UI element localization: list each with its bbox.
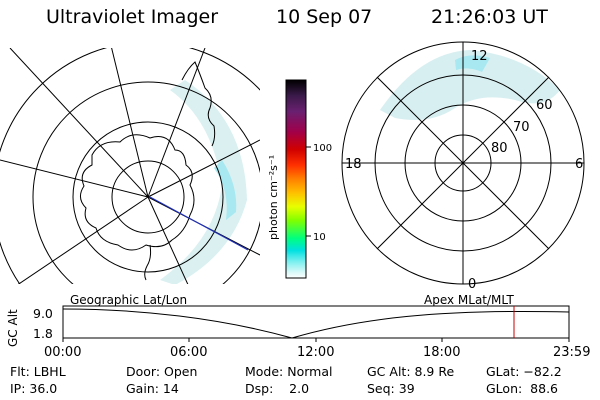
altitude-axis-label: GC Alt xyxy=(6,309,20,347)
gain-status: Gain: 14 xyxy=(126,381,179,396)
mlt-label-12: 12 xyxy=(471,49,488,64)
date-label: 10 Sep 07 xyxy=(276,6,373,28)
glon-status: GLon: 88.6 xyxy=(486,381,558,396)
gc-alt-status: GC Alt: 8.9 Re xyxy=(367,364,455,379)
glat-status: GLat: −82.2 xyxy=(486,364,562,379)
filter-status: Flt: LBHL xyxy=(10,364,66,379)
altitude-bottom-value: 1.8 xyxy=(33,326,53,341)
x-tick-1200: 12:00 xyxy=(297,345,335,360)
apex-caption: Apex MLat/MLT xyxy=(424,293,514,307)
door-status: Door: Open xyxy=(126,364,198,379)
seq-status: Seq: 39 xyxy=(367,381,415,396)
altitude-top-value: 9.0 xyxy=(33,306,53,321)
colorbar xyxy=(285,79,307,279)
geographic-caption: Geographic Lat/Lon xyxy=(70,293,188,307)
instrument-title: Ultraviolet Imager xyxy=(46,6,219,28)
mlt-polar-plot xyxy=(341,41,585,285)
mlt-label-18: 18 xyxy=(345,157,362,172)
mlat-label-80: 80 xyxy=(491,141,508,156)
mlt-label-6: 6 xyxy=(575,157,583,172)
time-label: 21:26:03 UT xyxy=(431,6,548,28)
colorbar-tick-100: 100 xyxy=(313,143,332,154)
x-tick-1800: 18:00 xyxy=(423,345,461,360)
mlat-label-70: 70 xyxy=(513,120,530,135)
colorbar-tick-10: 10 xyxy=(313,232,326,243)
mode-status: Mode: Normal xyxy=(245,364,333,379)
mlt-label-0: 0 xyxy=(468,277,476,292)
x-tick-0600: 06:00 xyxy=(170,345,208,360)
x-tick-2359: 23:59 xyxy=(553,345,591,360)
altitude-panel xyxy=(62,305,570,342)
ip-status: IP: 36.0 xyxy=(10,381,58,396)
x-tick-0000: 00:00 xyxy=(44,345,82,360)
geographic-map xyxy=(0,48,260,284)
mlat-label-60: 60 xyxy=(536,98,553,113)
colorbar-unit-label: photon cm⁻²s⁻¹ xyxy=(267,155,280,240)
dsp-status: Dsp: 2.0 xyxy=(245,381,310,396)
